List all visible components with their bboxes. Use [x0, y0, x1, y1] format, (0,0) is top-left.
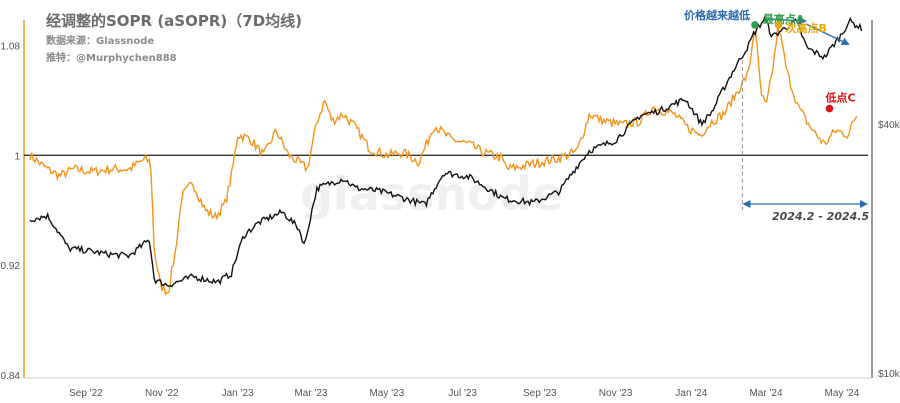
x-tick-label: Jul '23 [448, 388, 477, 399]
trend-arrow-lower [805, 23, 850, 46]
chart-source: 数据来源：Glassnode [46, 34, 154, 47]
y-right-tick-label: $10k [878, 369, 900, 380]
annotation-point-a-marker [751, 21, 759, 29]
period-label: 2024.2 - 2024.5 [772, 210, 869, 223]
chart-title: 经调整的SOPR (aSOPR)（7D均线) [46, 12, 302, 30]
annotation-point-c-marker [825, 104, 834, 113]
x-tick-label: Sep '22 [69, 388, 103, 399]
x-tick-label: May '24 [825, 388, 860, 399]
trend-arrow-upper [768, 16, 807, 25]
chart-author: 推特：@Murphychen888 [46, 51, 177, 64]
y-right-tick-label: $40k [878, 120, 900, 131]
y-left-tick-label: 0.84 [1, 371, 21, 382]
x-tick-label: Mar '23 [294, 388, 327, 399]
annotation-point-a-label: 最高点A [763, 12, 805, 26]
x-tick-label: Sep '23 [523, 388, 557, 399]
x-tick-label: May '23 [369, 388, 404, 399]
x-tick-label: Jan '23 [222, 388, 254, 399]
y-left-tick-label: 1 [14, 151, 20, 162]
x-tick-label: Nov '23 [599, 388, 633, 399]
series-line-price [29, 14, 863, 288]
y-left-tick-label: 1.08 [1, 42, 21, 53]
x-tick-label: Mar '24 [749, 388, 782, 399]
x-tick-label: Nov '22 [145, 388, 179, 399]
x-tick-label: Jan '24 [675, 388, 707, 399]
annotation-point-b-marker [774, 21, 783, 29]
series-line-asopr [29, 26, 858, 296]
trend-label: 价格越来越低 [684, 8, 750, 22]
annotation-point-b-label: 次高点B [786, 21, 827, 35]
y-left-tick-label: 0.92 [1, 261, 21, 272]
annotation-point-c-label: 低点C [825, 91, 856, 105]
